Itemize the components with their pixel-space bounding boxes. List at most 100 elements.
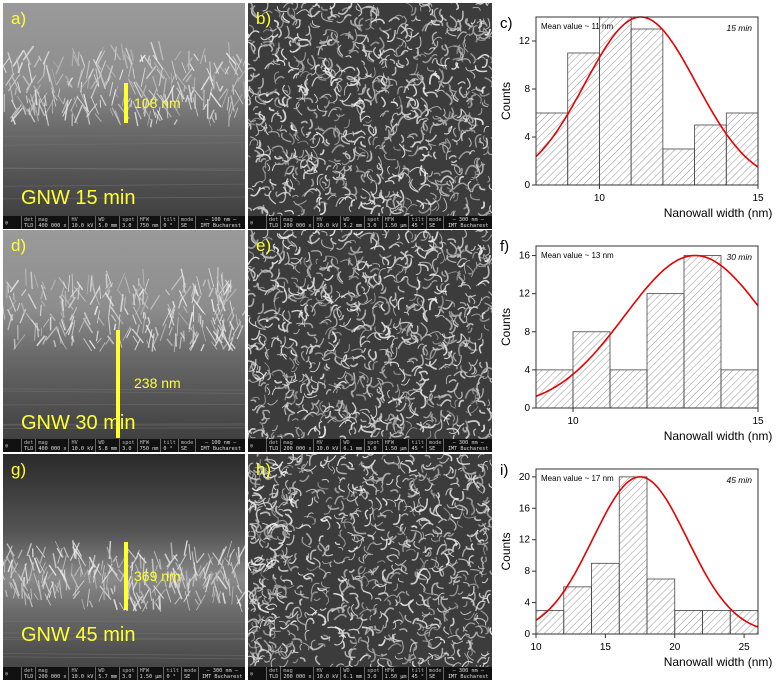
- sample-caption: GNW 15 min: [21, 187, 136, 209]
- top-view-image: [248, 3, 492, 229]
- y-tick-label: 0: [524, 403, 530, 414]
- info-cell: WD 6.1 mm: [340, 439, 364, 452]
- histogram-bar: [609, 369, 648, 409]
- x-axis-label: Nanowall width (nm): [664, 429, 773, 443]
- info-cell: mode SE: [425, 216, 444, 229]
- histogram-bar: [563, 586, 592, 635]
- thickness-label: 238 nm: [134, 375, 181, 391]
- y-axis-label: Counts: [499, 82, 513, 120]
- y-tick-label: 8: [524, 84, 530, 95]
- thickness-marker: [116, 330, 120, 438]
- deposition-time-label: 45 min: [726, 475, 752, 485]
- y-axis-label: Counts: [499, 308, 513, 346]
- chart-panel-label: c): [500, 15, 513, 32]
- x-tick-label: 15: [600, 642, 612, 653]
- info-cell: det TLD: [266, 667, 280, 680]
- microscope-logo-icon: ◎: [250, 670, 254, 677]
- info-cell: WD 5.8 mm: [95, 439, 119, 452]
- thickness-label: 108 nm: [134, 95, 181, 111]
- panel-label: h): [256, 460, 272, 479]
- info-cell: mode SE: [425, 439, 444, 452]
- histogram-bar: [729, 610, 759, 635]
- y-tick-label: 16: [519, 503, 531, 514]
- scale-bar: — 100 nm — IMT Bucharest: [195, 216, 245, 229]
- y-tick-label: 12: [519, 36, 531, 47]
- y-tick-label: 12: [519, 289, 531, 300]
- thickness-marker: [124, 83, 128, 123]
- sem-panel-b: b) ◎ det TLD mag 200 000 x HV 10.0 kV WD 5.2 mm s…: [248, 3, 492, 229]
- panel-label: g): [11, 460, 27, 479]
- y-tick-label: 4: [524, 598, 530, 609]
- histogram-bar: [662, 148, 695, 186]
- chart-panel-label: f): [500, 238, 510, 255]
- info-cell: mag 400 000 x: [35, 439, 68, 452]
- histogram-bar: [567, 52, 600, 186]
- sem-info-bar: ◎ det TLD mag 200 000 x HV 10.0 kV WD 6.1 mm spot…: [248, 667, 492, 680]
- mean-value-annotation: Mean value ~ 17 nm: [541, 474, 614, 483]
- sem-info-bar: ◎ det TLD mag 200 000 x HV 10.0 kV WD 5.7 mm spot…: [3, 667, 245, 680]
- histogram-bar: [599, 16, 632, 186]
- cross-section-image: [3, 454, 245, 680]
- info-cell: HV 10.0 kV: [68, 667, 95, 680]
- info-cell: tilt 0 °: [160, 216, 178, 229]
- y-tick-label: 20: [519, 472, 531, 483]
- histogram-chart-f: 10 15 0 4 8 12 16 Nanowall width (nm) Counts Mean…: [496, 232, 776, 454]
- sem-info-bar: ◎ det TLD mag 200 000 x HV 10.0 kV WD 5.2 mm spot…: [248, 216, 492, 229]
- panel-label: a): [11, 9, 27, 28]
- chart-panel-label: i): [500, 462, 509, 479]
- x-tick-label: 10: [594, 193, 606, 204]
- x-tick-label: 25: [739, 642, 751, 653]
- y-tick-label: 12: [519, 535, 531, 546]
- info-cell: tilt 0 °: [160, 439, 178, 452]
- microscope-logo-icon: ◎: [5, 219, 9, 226]
- top-view-image: [248, 454, 492, 680]
- info-cell: HFW 1.50 µm: [381, 667, 409, 680]
- microscope-logo-icon: ◎: [250, 219, 254, 226]
- info-cell: HFW 750 nm: [136, 216, 161, 229]
- gaussian-fit-line: [535, 254, 759, 397]
- info-cell: mode SE: [180, 667, 199, 680]
- info-cell: spot 3.0: [364, 667, 382, 680]
- microscope-logo-icon: ◎: [5, 442, 9, 449]
- y-tick-label: 8: [524, 566, 530, 577]
- info-cell: HV 10.0 kV: [68, 439, 95, 452]
- info-cell: mag 400 000 x: [35, 216, 68, 229]
- info-cell: HV 10.0 kV: [313, 216, 340, 229]
- info-cell: HFW 1.50 µm: [381, 439, 409, 452]
- panel-label: e): [256, 236, 272, 255]
- plot-frame: [535, 468, 759, 635]
- info-cell: spot 3.0: [119, 667, 137, 680]
- deposition-time-label: 30 min: [726, 252, 752, 262]
- info-cell: mag 200 000 x: [280, 667, 313, 680]
- histogram-bar: [646, 293, 685, 409]
- histogram-chart-c: 10 15 0 4 8 12 Nanowall width (nm) Counts Mean v…: [496, 3, 776, 231]
- info-cell: WD 5.2 mm: [340, 216, 364, 229]
- sem-info-bar: ◎ det TLD mag 400 000 x HV 10.0 kV WD 5.0 mm spot…: [3, 216, 245, 229]
- sample-caption: GNW 45 min: [21, 624, 136, 646]
- cross-section-image: [3, 230, 245, 452]
- thickness-label: 369 nm: [134, 568, 181, 584]
- info-cell: mode SE: [177, 216, 196, 229]
- histogram-bar: [618, 476, 648, 635]
- info-cell: tilt 45 °: [408, 439, 426, 452]
- histogram-bar: [725, 112, 759, 186]
- histogram-bar: [674, 610, 703, 635]
- info-cell: tilt 45 °: [408, 216, 426, 229]
- info-cell: mode SE: [177, 439, 196, 452]
- info-cell: HFW 750 nm: [136, 439, 161, 452]
- info-cell: mag 200 000 x: [35, 667, 68, 680]
- x-axis-label: Nanowall width (nm): [664, 206, 773, 220]
- histogram-svg: 10 15 0 4 8 12 16 Nanowall width (nm) Counts Mean…: [499, 245, 773, 443]
- sem-panel-h: h) ◎ det TLD mag 200 000 x HV 10.0 kV WD 6.1 mm s…: [248, 454, 492, 680]
- microscope-logo-icon: ◎: [250, 442, 254, 449]
- histogram-bar: [535, 610, 565, 635]
- info-cell: WD 6.1 mm: [340, 667, 364, 680]
- gaussian-fit-line: [535, 16, 759, 168]
- info-cell: spot 3.0: [119, 439, 137, 452]
- histogram-bar: [694, 124, 727, 186]
- info-cell: spot 3.0: [119, 216, 137, 229]
- sem-panel-a: a) 108 nm GNW 15 min ◎ det TLD mag 400 000 x…: [3, 3, 245, 229]
- scale-bar: — 300 nm — IMT Bucharest: [443, 216, 492, 229]
- sem-info-bar: ◎ det TLD mag 400 000 x HV 10.0 kV WD 5.8 mm spot…: [3, 439, 245, 452]
- histogram-bar: [702, 610, 731, 635]
